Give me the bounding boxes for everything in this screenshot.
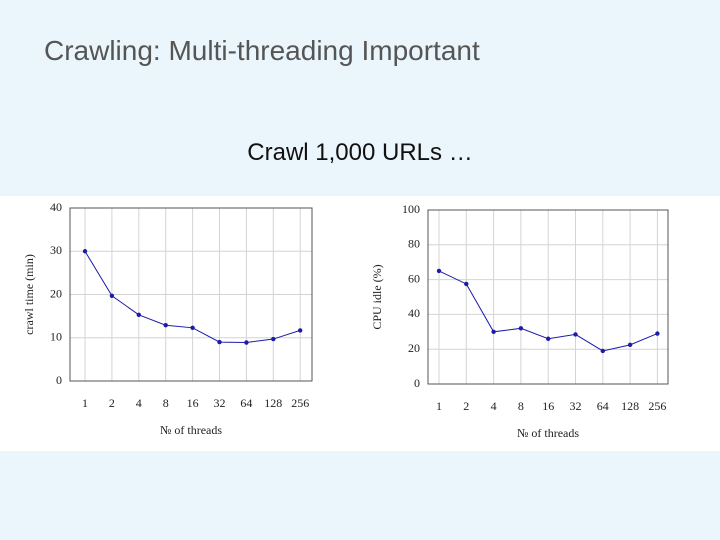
y-tick-label: 60 bbox=[408, 271, 420, 285]
data-point bbox=[518, 326, 524, 331]
x-tick-label: 128 bbox=[264, 396, 282, 410]
y-tick-label: 0 bbox=[56, 373, 62, 387]
data-point bbox=[136, 312, 141, 318]
x-tick-label: 4 bbox=[491, 399, 497, 413]
data-point bbox=[655, 331, 660, 336]
data-point bbox=[82, 249, 88, 254]
y-axis-label: CPU idle (%) bbox=[370, 264, 384, 329]
data-point bbox=[627, 342, 633, 348]
data-point bbox=[546, 336, 551, 341]
chart-panel bbox=[0, 196, 720, 451]
slide-title: Crawling: Multi-threading Important bbox=[44, 35, 480, 66]
y-axis-label: crawl time (min) bbox=[22, 254, 36, 335]
data-point bbox=[464, 281, 469, 287]
data-point bbox=[600, 348, 605, 354]
x-tick-label: 16 bbox=[187, 396, 199, 410]
x-tick-label: 16 bbox=[542, 399, 554, 413]
x-axis-label: № of threads bbox=[160, 423, 222, 437]
x-tick-label: 32 bbox=[214, 396, 226, 410]
x-tick-label: 256 bbox=[648, 399, 666, 413]
data-point bbox=[491, 329, 496, 334]
x-tick-label: 32 bbox=[570, 399, 582, 413]
plot-frame bbox=[69, 207, 313, 382]
y-tick-label: 10 bbox=[50, 330, 62, 344]
data-point bbox=[298, 328, 303, 333]
y-tick-label: 40 bbox=[50, 200, 62, 214]
data-point bbox=[190, 325, 195, 331]
x-tick-label: 2 bbox=[109, 396, 115, 410]
y-tick-label: 40 bbox=[408, 306, 420, 320]
y-tick-label: 100 bbox=[402, 202, 420, 216]
data-point bbox=[109, 293, 115, 298]
x-tick-label: 2 bbox=[463, 399, 469, 413]
data-point bbox=[436, 268, 442, 274]
x-tick-label: 128 bbox=[621, 399, 639, 413]
x-tick-label: 64 bbox=[240, 396, 252, 410]
data-point bbox=[244, 340, 249, 345]
data-point bbox=[163, 323, 168, 328]
x-tick-label: 1 bbox=[436, 399, 442, 413]
slide-subtitle: Crawl 1,000 URLs … bbox=[247, 139, 472, 166]
y-tick-label: 20 bbox=[50, 286, 62, 300]
y-tick-label: 80 bbox=[408, 237, 420, 251]
y-tick-label: 20 bbox=[408, 341, 420, 355]
x-axis-label: № of threads bbox=[517, 426, 579, 440]
x-tick-label: 4 bbox=[136, 396, 142, 410]
data-point bbox=[217, 339, 222, 345]
data-point bbox=[271, 336, 276, 342]
y-tick-label: 30 bbox=[50, 243, 62, 257]
plot-frame bbox=[427, 209, 669, 385]
x-tick-label: 256 bbox=[291, 396, 309, 410]
x-tick-label: 1 bbox=[82, 396, 88, 410]
x-tick-label: 8 bbox=[518, 399, 524, 413]
x-tick-label: 8 bbox=[163, 396, 169, 410]
x-tick-label: 64 bbox=[597, 399, 609, 413]
y-tick-label: 0 bbox=[414, 376, 420, 390]
data-point bbox=[573, 332, 578, 337]
